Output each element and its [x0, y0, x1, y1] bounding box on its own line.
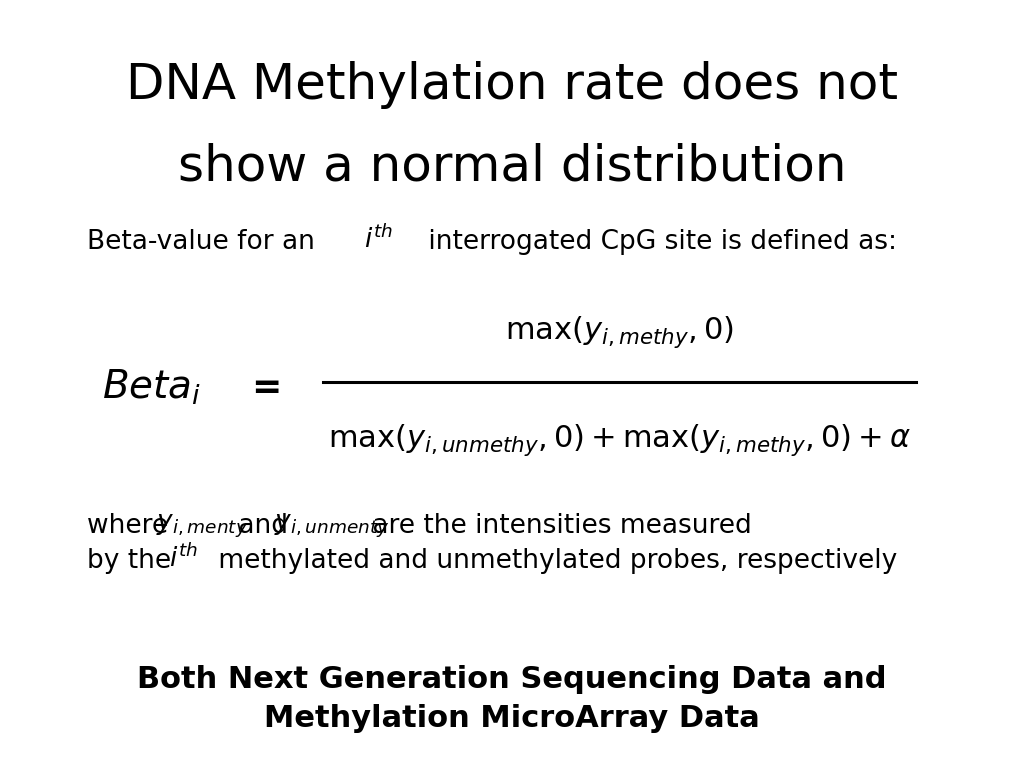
Text: $\mathit{y}_{i,unmenty}$: $\mathit{y}_{i,unmenty}$: [274, 512, 390, 540]
Text: $\mathit{i}^{th}$: $\mathit{i}^{th}$: [364, 225, 392, 254]
Text: $\mathit{y}_{i,menty}$: $\mathit{y}_{i,menty}$: [156, 512, 248, 540]
Text: and: and: [230, 513, 297, 539]
Text: show a normal distribution: show a normal distribution: [178, 142, 846, 190]
Text: $\mathrm{max}(\mathit{y}_{i,unmethy},0)+\mathrm{max}(\mathit{y}_{i,methy},0)+\ma: $\mathrm{max}(\mathit{y}_{i,unmethy},0)+…: [328, 422, 911, 458]
Text: by the: by the: [87, 548, 179, 574]
Text: Beta-value for an: Beta-value for an: [87, 229, 324, 255]
Text: interrogated CpG site is defined as:: interrogated CpG site is defined as:: [420, 229, 897, 255]
Text: $\mathrm{max}(\mathit{y}_{i,methy},0)$: $\mathrm{max}(\mathit{y}_{i,methy},0)$: [505, 315, 734, 350]
Text: DNA Methylation rate does not: DNA Methylation rate does not: [126, 61, 898, 109]
Text: Methylation MicroArray Data: Methylation MicroArray Data: [264, 703, 760, 733]
Text: Both Next Generation Sequencing Data and: Both Next Generation Sequencing Data and: [137, 665, 887, 694]
Text: =: =: [251, 371, 282, 405]
Text: $\mathit{i}^{th}$: $\mathit{i}^{th}$: [169, 544, 198, 573]
Text: $\boldsymbol{\mathit{Beta_i}}$: $\boldsymbol{\mathit{Beta_i}}$: [102, 368, 202, 408]
Text: where: where: [87, 513, 176, 539]
Text: methylated and unmethylated probes, respectively: methylated and unmethylated probes, resp…: [210, 548, 897, 574]
Text: are the intensities measured: are the intensities measured: [364, 513, 752, 539]
